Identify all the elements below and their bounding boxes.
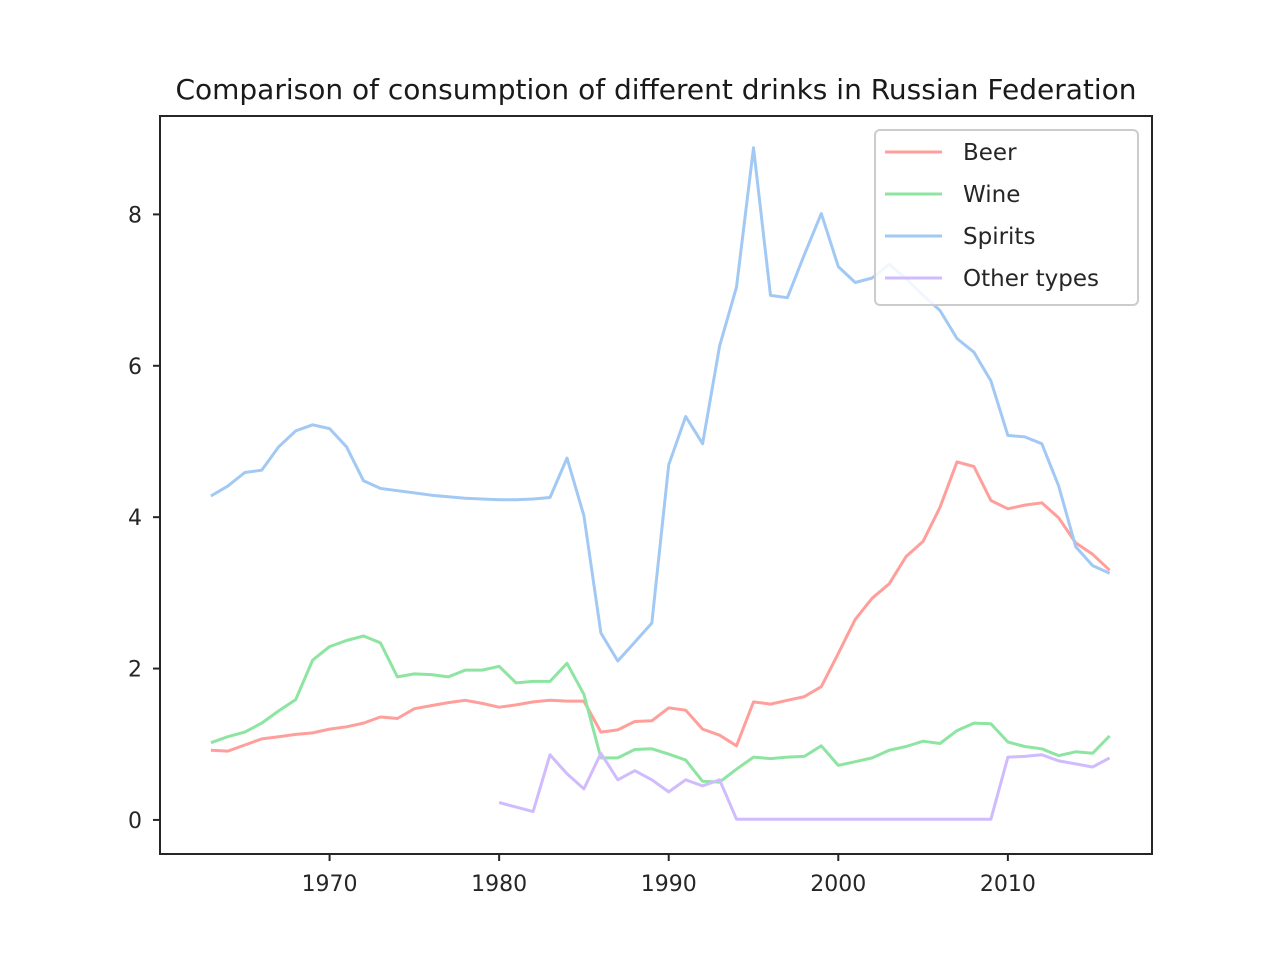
y-tick-label: 8 [128, 203, 142, 228]
x-axis: 1970 1980 1990 2000 2010 [302, 854, 1036, 897]
legend-label: Spirits [963, 224, 1035, 250]
series-line-beer [210, 460, 1111, 753]
x-tick-label: 2000 [810, 872, 866, 897]
y-tick-label: 0 [128, 809, 142, 834]
legend-label: Other types [963, 266, 1099, 292]
series-line-other-types [498, 751, 1111, 821]
y-tick-label: 4 [128, 506, 142, 531]
legend-label: Beer [963, 140, 1017, 166]
legend: Beer Wine Spirits Other types [874, 129, 1139, 306]
series-line-spirits [210, 146, 1111, 663]
y-axis: 0 2 4 6 8 [128, 203, 160, 834]
series-line-wine [210, 634, 1111, 784]
x-tick-label: 2010 [980, 872, 1036, 897]
x-tick-label: 1980 [471, 872, 527, 897]
legend-label: Wine [963, 182, 1020, 208]
plot-frame [159, 115, 1153, 855]
y-tick-label: 2 [128, 658, 142, 683]
series-layer [210, 146, 1111, 821]
y-tick-label: 6 [128, 355, 142, 380]
legend-box [874, 129, 1139, 306]
chart-title: Comparison of consumption of different d… [175, 73, 1136, 106]
x-tick-label: 1990 [641, 872, 697, 897]
x-tick-label: 1970 [302, 872, 358, 897]
